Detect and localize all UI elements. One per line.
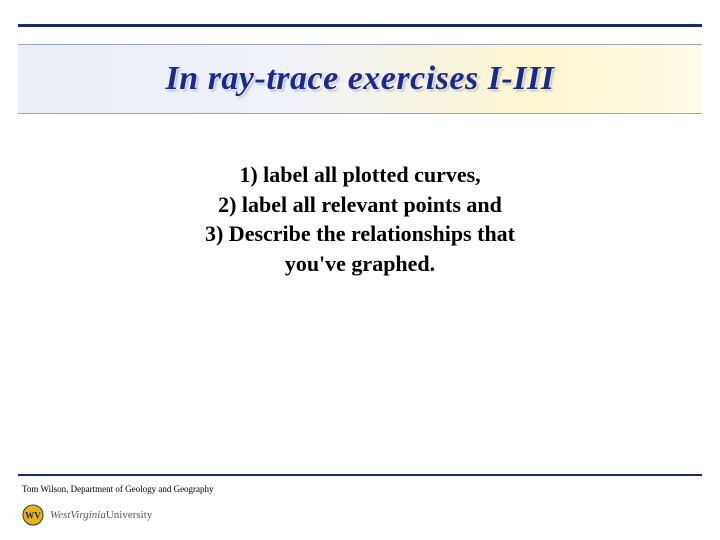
body-content: 1) label all plotted curves, 2) label al… [0, 160, 720, 279]
body-line-2: 2) label all relevant points and [0, 190, 720, 220]
institution-prefix: West [50, 509, 70, 521]
footer-credit: Tom Wilson, Department of Geology and Ge… [22, 484, 214, 494]
wv-shield-icon: WV [22, 504, 44, 526]
svg-text:WV: WV [25, 511, 41, 521]
institution-logo: WV WestVirginiaUniversity [22, 504, 152, 526]
institution-suffix: University [106, 509, 152, 521]
institution-name: WestVirginiaUniversity [50, 509, 152, 521]
slide-title: In ray-trace exercises I-III [166, 60, 555, 98]
title-band: In ray-trace exercises I-III [18, 44, 702, 114]
institution-mid: Virginia [70, 509, 105, 521]
body-line-1: 1) label all plotted curves, [0, 160, 720, 190]
body-line-3: 3) Describe the relationships that [0, 219, 720, 249]
body-line-4: you've graphed. [0, 249, 720, 279]
bottom-horizontal-rule [18, 474, 702, 476]
top-horizontal-rule [18, 24, 702, 27]
